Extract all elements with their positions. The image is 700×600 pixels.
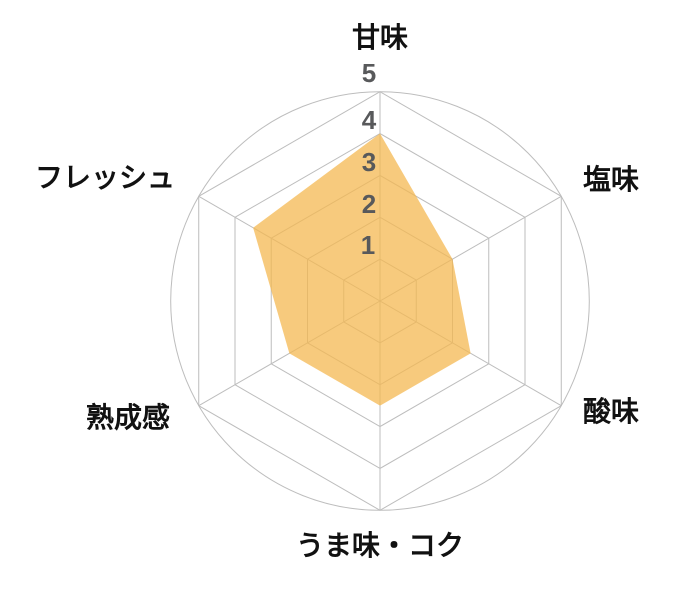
- data-polygon: [253, 133, 471, 406]
- scale-tick-1: 1: [360, 230, 376, 260]
- axis-label-maturity: 熟成感: [85, 402, 170, 433]
- scale-tick-5: 5: [361, 58, 377, 88]
- axis-label-sourness: 酸味: [583, 396, 640, 427]
- grid-ring: [234, 132, 526, 470]
- axis-label-freshness: フレッシュ: [34, 162, 175, 193]
- outer-circle: [170, 91, 590, 511]
- scale-tick-3: 3: [361, 147, 377, 177]
- scale-tick-4: 4: [361, 105, 377, 135]
- scale-tick-2: 2: [361, 189, 377, 219]
- axis-label-umami-richness: うま味・コク: [295, 530, 465, 561]
- axis-label-sweetness: 甘味: [351, 22, 409, 53]
- axis-label-saltiness: 塩味: [583, 164, 640, 195]
